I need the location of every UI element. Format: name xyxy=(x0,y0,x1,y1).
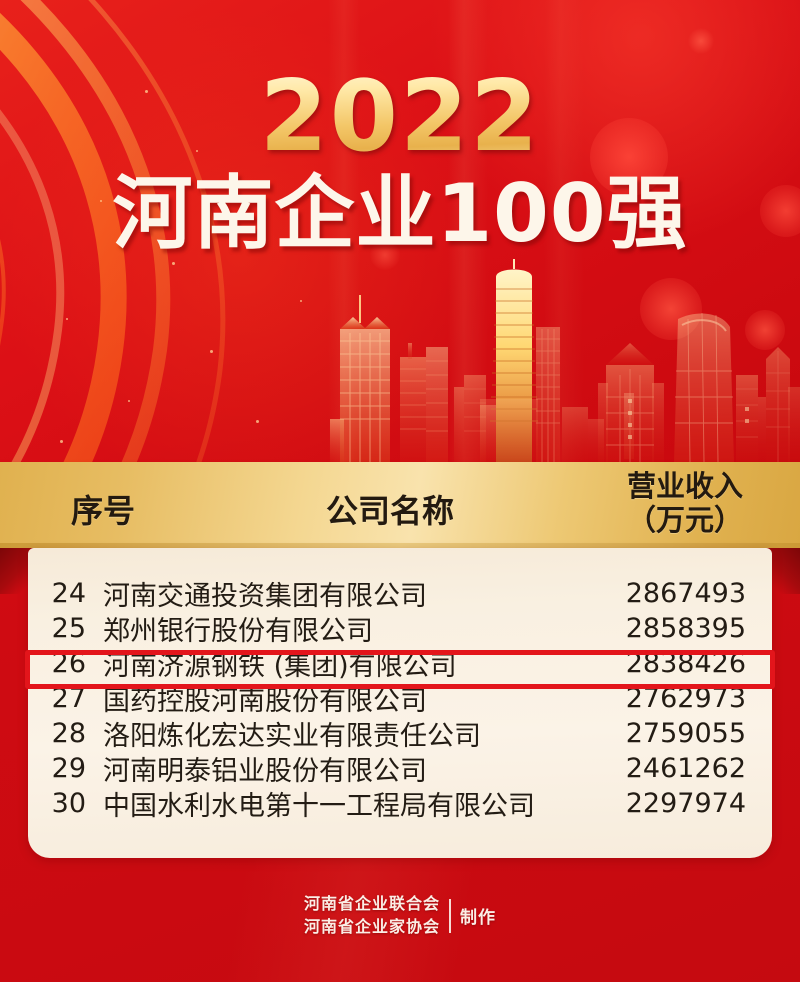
footer-inner: 河南省企业联合会 河南省企业家协会 制作 xyxy=(304,893,496,938)
column-header-company: 公司名称 xyxy=(325,492,454,530)
row-revenue: 2838426 xyxy=(625,648,746,679)
column-header-revenue: 营业收入 （万元） xyxy=(585,469,785,537)
table-header-band: 序号 公司名称 营业收入 （万元） xyxy=(0,462,800,548)
row-revenue: 2762973 xyxy=(625,683,746,714)
column-header-revenue-line1: 营业收入 xyxy=(626,469,743,503)
footer-organizations: 河南省企业联合会 河南省企业家协会 xyxy=(304,893,440,938)
row-index: 30 xyxy=(51,788,86,819)
sparkle-icon xyxy=(60,440,63,443)
row-index: 29 xyxy=(51,753,86,784)
footer-made-by: 制作 xyxy=(460,908,496,929)
title-year: 2022 xyxy=(0,68,800,166)
sparkle-icon xyxy=(210,350,213,353)
hero-banner: 2022 河南企业100强 xyxy=(0,0,800,462)
row-company-name: 河南交通投资集团有限公司 xyxy=(103,581,427,612)
row-index: 25 xyxy=(51,613,86,644)
bokeh-circle-icon xyxy=(688,28,714,54)
title-main: 河南企业100强 xyxy=(112,167,688,260)
ranking-table-panel: 24 河南交通投资集团有限公司 2867493 25 郑州银行股份有限公司 2858395… xyxy=(28,548,772,858)
row-index: 27 xyxy=(51,683,86,714)
row-revenue: 2759055 xyxy=(625,718,746,749)
footer-org-line2: 河南省企业家协会 xyxy=(303,916,440,936)
table-row: 25 郑州银行股份有限公司 2858395 xyxy=(28,611,772,647)
row-revenue: 2297974 xyxy=(625,788,746,819)
footer-org-line1: 河南省企业联合会 xyxy=(303,894,440,913)
sparkle-icon xyxy=(300,300,302,302)
sparkle-icon xyxy=(128,400,130,402)
row-company-name: 国药控股河南股份有限公司 xyxy=(103,686,427,717)
column-header-index: 序号 xyxy=(70,492,135,530)
row-revenue: 2461262 xyxy=(625,753,746,784)
row-company-name: 郑州银行股份有限公司 xyxy=(103,616,373,647)
row-company-name: 河南济源钢铁 (集团)有限公司 xyxy=(103,651,457,682)
footer-divider xyxy=(449,898,451,933)
table-row: 28 洛阳炼化宏达实业有限责任公司 2759055 xyxy=(28,716,772,752)
sparkle-icon xyxy=(172,262,175,265)
row-index: 26 xyxy=(51,648,86,679)
sparkle-icon xyxy=(256,420,259,423)
row-index: 28 xyxy=(51,718,86,749)
table-row: 30 中国水利水电第十一工程局有限公司 2297974 xyxy=(28,786,772,822)
city-skyline-icon xyxy=(330,247,800,462)
row-revenue: 2858395 xyxy=(625,613,746,644)
table-row: 27 国药控股河南股份有限公司 2762973 xyxy=(28,681,772,717)
column-header-revenue-line2: （万元） xyxy=(626,502,743,537)
ranking-table-rows: 24 河南交通投资集团有限公司 2867493 25 郑州银行股份有限公司 2858395… xyxy=(28,576,772,822)
row-company-name: 河南明泰铝业股份有限公司 xyxy=(103,756,427,787)
row-company-name: 中国水利水电第十一工程局有限公司 xyxy=(103,791,535,822)
row-company-name: 洛阳炼化宏达实业有限责任公司 xyxy=(103,721,481,752)
table-row: 26 河南济源钢铁 (集团)有限公司 2838426 xyxy=(28,646,772,682)
poster-title: 2022 河南企业100强 xyxy=(0,68,800,255)
row-index: 24 xyxy=(51,578,86,609)
footer: 河南省企业联合会 河南省企业家协会 制作 xyxy=(0,893,800,938)
row-revenue: 2867493 xyxy=(625,578,746,609)
table-row: 24 河南交通投资集团有限公司 2867493 xyxy=(28,576,772,612)
sparkle-icon xyxy=(66,318,68,320)
table-row: 29 河南明泰铝业股份有限公司 2461262 xyxy=(28,751,772,787)
